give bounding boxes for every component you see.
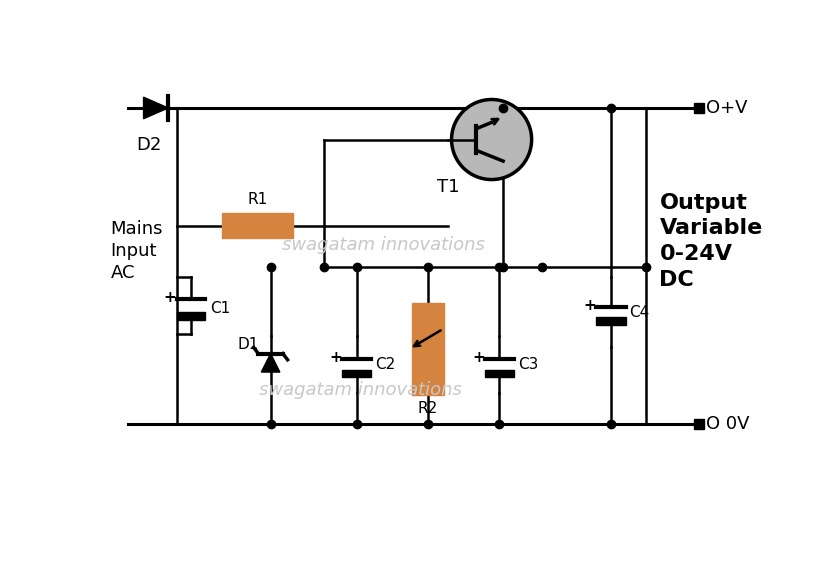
Text: +: + xyxy=(584,298,597,312)
Bar xyxy=(177,312,205,320)
Circle shape xyxy=(451,100,532,179)
Polygon shape xyxy=(262,354,280,372)
Text: R1: R1 xyxy=(247,192,268,207)
Bar xyxy=(411,303,444,395)
Text: D1: D1 xyxy=(237,337,259,352)
Text: O 0V: O 0V xyxy=(706,415,749,432)
Text: O+V: O+V xyxy=(706,99,747,117)
Bar xyxy=(596,318,625,325)
Text: C4: C4 xyxy=(630,305,650,320)
Text: T1: T1 xyxy=(436,178,459,196)
Text: D2: D2 xyxy=(136,136,161,154)
Text: +: + xyxy=(472,350,485,365)
Text: Mains
Input
AC: Mains Input AC xyxy=(110,220,163,282)
Bar xyxy=(222,213,293,238)
Bar xyxy=(485,370,514,378)
Text: C3: C3 xyxy=(517,357,538,372)
Text: +: + xyxy=(329,350,343,365)
Text: swagatam innovations: swagatam innovations xyxy=(283,236,485,254)
Bar xyxy=(342,370,371,378)
Text: Output
Variable
0-24V
DC: Output Variable 0-24V DC xyxy=(660,193,762,290)
Text: C1: C1 xyxy=(210,301,230,316)
Text: +: + xyxy=(163,290,176,305)
Text: swagatam innovations: swagatam innovations xyxy=(259,381,462,399)
Text: R2: R2 xyxy=(417,401,438,417)
Polygon shape xyxy=(144,97,168,119)
Text: C2: C2 xyxy=(375,357,395,372)
